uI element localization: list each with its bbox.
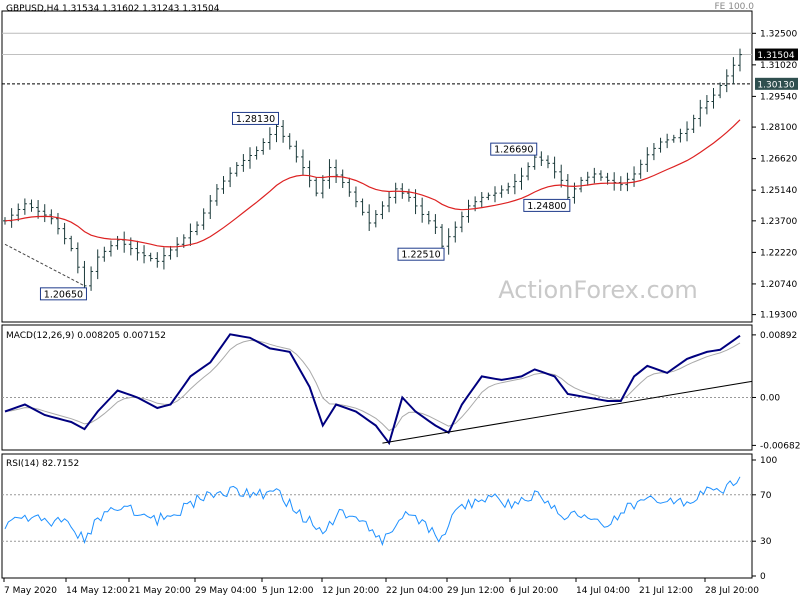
fe-label: FE 100.0 xyxy=(715,2,755,12)
price-y-tick-label: 1.32500 xyxy=(760,29,797,39)
level-box xyxy=(755,77,798,90)
rsi-line xyxy=(4,476,741,547)
macd-y-tick-label: -0.006829 xyxy=(760,441,800,451)
price-y-tick-label: 1.20740 xyxy=(760,280,797,290)
price-label-box xyxy=(490,142,538,156)
price-y-tick-label: 1.19300 xyxy=(760,311,797,321)
price-y-tick-label: 1.31020 xyxy=(760,61,797,71)
x-tick-label: 22 Jun 04:00 xyxy=(386,586,443,596)
price-y-tick-label: 1.29540 xyxy=(760,92,797,102)
macd-title: MACD(12,26,9) 0.008205 0.007152 xyxy=(6,331,166,341)
macd-signal-line xyxy=(4,339,741,432)
price-label-box xyxy=(231,111,279,125)
price-label: 1.22510 xyxy=(401,250,440,261)
price-label: 1.20650 xyxy=(44,289,83,300)
macd-y-tick-label: 0.00 xyxy=(760,393,780,403)
macd-trendline xyxy=(382,380,753,444)
moving-average-line xyxy=(4,119,741,248)
price-y-tick-label: 1.26620 xyxy=(760,155,797,165)
macd-line xyxy=(4,333,741,446)
x-tick-label: 28 Jul 20:00 xyxy=(705,586,759,596)
price-label-box xyxy=(523,198,571,212)
x-tick-label: 29 May 04:00 xyxy=(195,586,257,596)
price-label-box xyxy=(39,287,87,301)
rsi-y-tick-label: 0 xyxy=(760,572,766,582)
price-label: 1.26690 xyxy=(494,145,533,156)
rsi-y-tick-label: 70 xyxy=(760,491,772,501)
x-tick-label: 14 Jul 04:00 xyxy=(576,586,630,596)
x-tick-label: 14 May 12:00 xyxy=(66,586,128,596)
x-tick-label: 7 May 2020 xyxy=(4,586,57,596)
watermark: ActionForex.com xyxy=(498,276,698,304)
price-y-tick-label: 1.25140 xyxy=(760,186,797,196)
rsi-y-tick-label: 100 xyxy=(760,456,777,466)
price-panel xyxy=(1,10,753,323)
rsi-title: RSI(14) 82.7152 xyxy=(6,459,79,469)
price-label: 1.28130 xyxy=(236,114,275,125)
price-y-tick-label: 1.28100 xyxy=(760,123,797,133)
level-label: 1.30130 xyxy=(757,80,794,90)
x-tick-label: 12 Jun 20:00 xyxy=(322,586,379,596)
last-price-box xyxy=(755,48,798,61)
x-tick-label: 21 May 20:00 xyxy=(129,586,191,596)
rsi-y-tick-label: 30 xyxy=(760,537,772,547)
price-label-box xyxy=(397,247,445,261)
last-price-label: 1.31504 xyxy=(757,51,794,61)
x-tick-label: 6 Jul 20:00 xyxy=(510,586,559,596)
macd-y-tick-label: 0.00892 xyxy=(760,331,797,341)
rsi-panel xyxy=(1,453,753,579)
price-y-tick-label: 1.22220 xyxy=(760,248,797,258)
x-tick-label: 5 Jun 12:00 xyxy=(262,586,314,596)
x-tick-label: 21 Jul 12:00 xyxy=(639,586,693,596)
price-y-tick-label: 1.23700 xyxy=(760,217,797,227)
price-label: 1.24800 xyxy=(527,201,566,212)
symbol-info: GBPUSD,H4 1.31534 1.31602 1.31243 1.3150… xyxy=(6,4,220,14)
macd-panel xyxy=(1,324,753,451)
x-tick-label: 29 Jun 12:00 xyxy=(447,586,504,596)
